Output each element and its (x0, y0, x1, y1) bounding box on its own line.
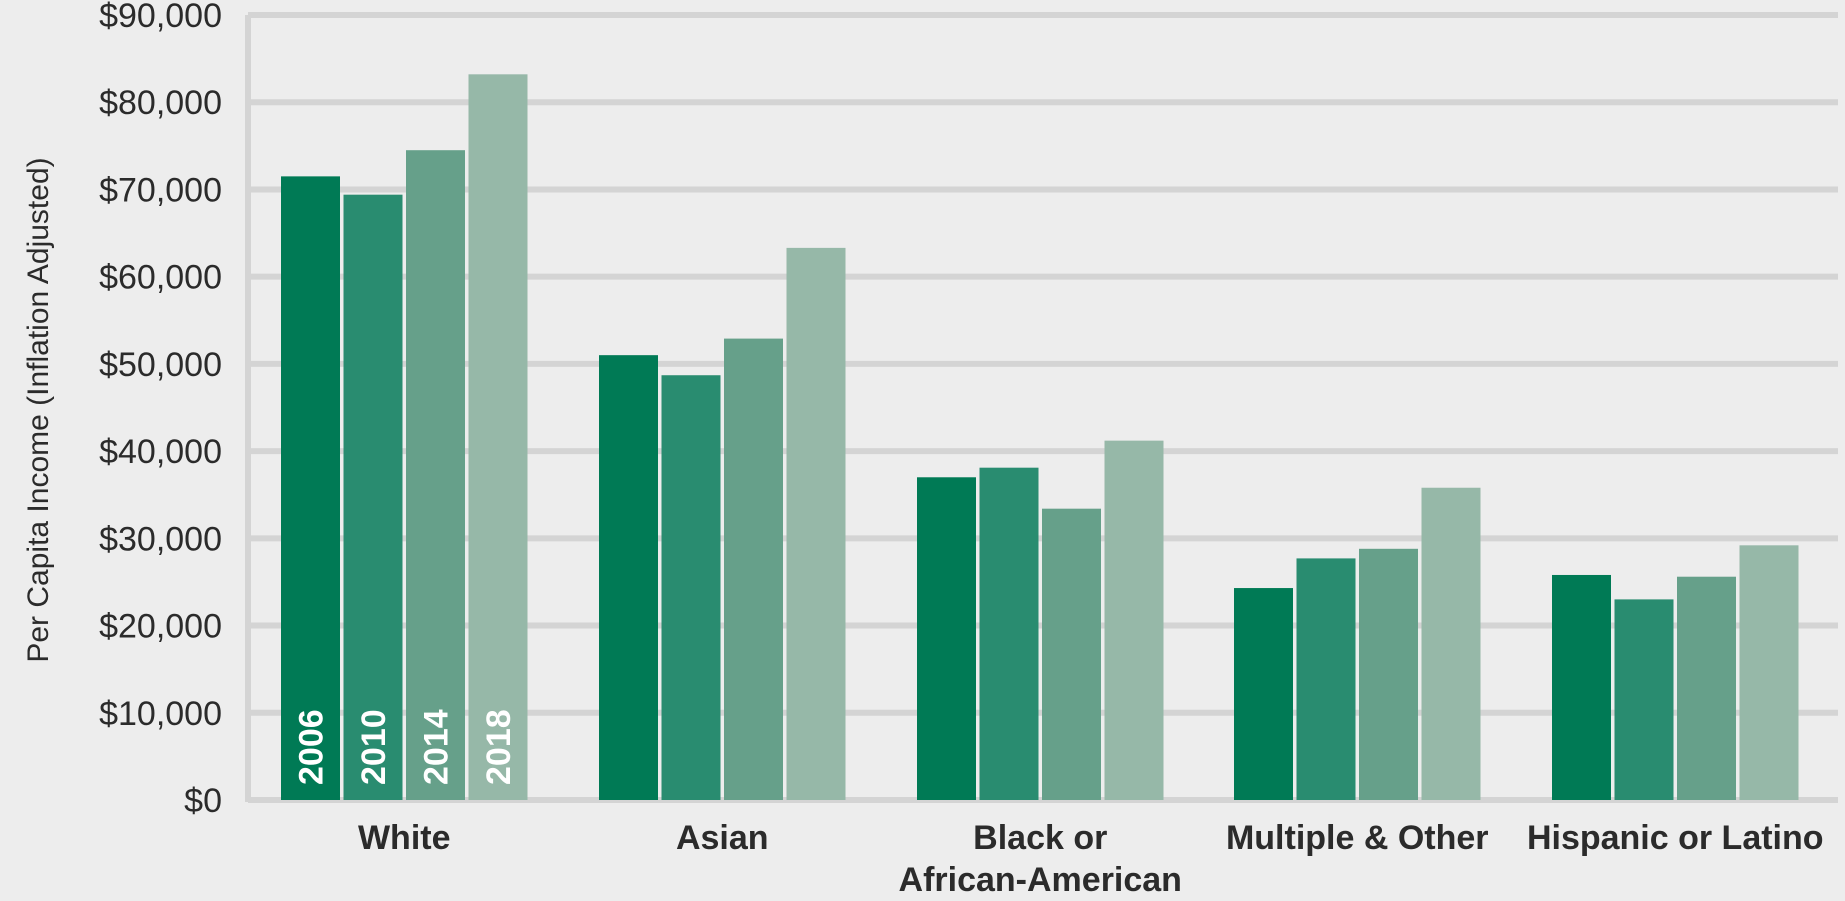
bars (281, 74, 1799, 801)
bar-2010 (661, 375, 721, 800)
bar-2014 (406, 150, 465, 800)
y-tick-label: $50,000 (99, 346, 222, 384)
bar-2010 (979, 467, 1039, 800)
series-label-2006: 2006 (293, 709, 331, 785)
bar-2006 (281, 176, 340, 801)
y-tick-label: $10,000 (99, 695, 222, 733)
bar-2006 (917, 477, 976, 800)
bar-2018 (786, 247, 846, 801)
category-label: Multiple & Other (1226, 819, 1489, 857)
bar-2014 (1042, 508, 1101, 800)
y-tick-label: $20,000 (99, 608, 222, 646)
x-axis-categories: White Asian Black or African-American Multip… (358, 819, 1824, 899)
y-tick-label: $30,000 (99, 520, 222, 558)
bar-2018 (1104, 440, 1164, 800)
y-tick-label: $40,000 (99, 433, 222, 471)
bar-2006 (599, 355, 658, 800)
y-tick-label: $70,000 (99, 171, 222, 209)
y-tick-label: $90,000 (99, 0, 222, 35)
y-tick-label: $60,000 (99, 259, 222, 297)
y-tick-label: $0 (184, 782, 222, 820)
bar-2014 (724, 338, 783, 800)
category-label: Asian (676, 819, 769, 857)
y-axis-ticks: $0 $10,000 $20,000 $30,000 $40,000 $50,000 $60… (99, 0, 222, 820)
bar-2006 (1552, 574, 1611, 800)
bar-2010 (1296, 558, 1356, 800)
bar-2014 (1677, 576, 1736, 800)
y-tick-label: $80,000 (99, 84, 222, 122)
bar-2010 (343, 194, 403, 800)
category-label: Hispanic or Latino (1527, 819, 1824, 857)
category-label: Black or African-American (899, 819, 1182, 899)
bar-2018 (1421, 487, 1481, 800)
bar-2014 (1359, 548, 1418, 800)
series-label-2010: 2010 (355, 709, 393, 785)
series-label-2018: 2018 (480, 709, 518, 785)
category-label: White (358, 819, 451, 857)
bar-2010 (1614, 599, 1674, 800)
bar-2018 (1739, 545, 1799, 800)
series-label-2014: 2014 (418, 709, 456, 785)
series-labels: 2006 2010 2014 2018 (293, 709, 519, 785)
bar-2018 (468, 74, 528, 801)
y-axis-title: Per Capita Income (Inflation Adjusted) (22, 157, 55, 662)
bar-2006 (1234, 588, 1293, 800)
